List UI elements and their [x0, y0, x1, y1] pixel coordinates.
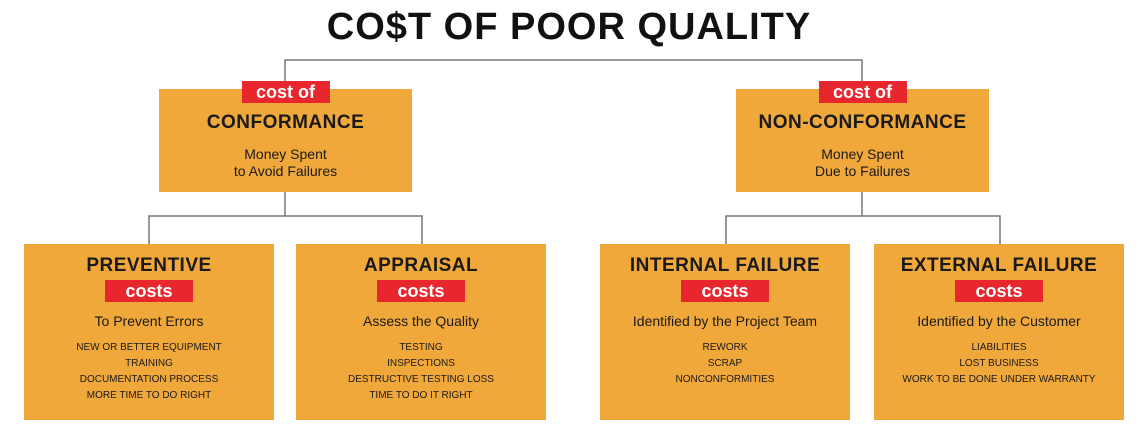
preventive-costs-box: PREVENTIVE costs To Prevent Errors NEW O…: [24, 244, 274, 420]
internal-failure-heading: INTERNAL FAILURE: [629, 255, 821, 276]
connector-nonconformance-branch: [725, 215, 1001, 244]
internal-failure-items: REWORK SCRAP NONCONFORMITIES: [600, 340, 850, 388]
conformance-desc-line2: to Avoid Failures: [233, 163, 338, 179]
preventive-item: DOCUMENTATION PROCESS: [79, 374, 219, 385]
internal-failure-item: REWORK: [702, 342, 748, 353]
appraisal-items: TESTING INSPECTIONS DESTRUCTIVE TESTING …: [296, 340, 546, 404]
external-failure-item: LOST BUSINESS: [959, 358, 1039, 369]
preventive-item: MORE TIME TO DO RIGHT: [86, 390, 212, 401]
diagram-title: CO$T OF POOR QUALITY: [326, 6, 812, 48]
internal-failure-item: NONCONFORMITIES: [675, 374, 775, 385]
appraisal-item: TIME TO DO IT RIGHT: [369, 390, 473, 401]
conformance-heading: CONFORMANCE: [206, 112, 365, 133]
nonconformance-tag: cost of: [818, 81, 907, 103]
internal-failure-tag: costs: [681, 280, 769, 302]
conformance-box: cost of CONFORMANCE Money Spent to Avoid…: [159, 81, 412, 192]
external-failure-heading: EXTERNAL FAILURE: [900, 255, 1098, 276]
conformance-description: Money Spent to Avoid Failures: [159, 146, 412, 180]
appraisal-item: INSPECTIONS: [387, 358, 455, 369]
external-failure-costs-box: EXTERNAL FAILURE costs Identified by the…: [874, 244, 1124, 420]
internal-failure-item: SCRAP: [707, 358, 743, 369]
nonconformance-description: Money Spent Due to Failures: [736, 146, 989, 180]
external-failure-items: LIABILITIES LOST BUSINESS WORK TO BE DON…: [874, 340, 1124, 388]
external-failure-item: LIABILITIES: [971, 342, 1027, 353]
preventive-tag: costs: [105, 280, 193, 302]
preventive-description: To Prevent Errors: [94, 313, 204, 329]
preventive-heading: PREVENTIVE: [86, 255, 212, 276]
appraisal-item: DESTRUCTIVE TESTING LOSS: [348, 374, 494, 385]
appraisal-tag: costs: [377, 280, 465, 302]
internal-failure-costs-box: INTERNAL FAILURE costs Identified by the…: [600, 244, 850, 420]
nonconformance-desc-line2: Due to Failures: [815, 163, 910, 179]
appraisal-item: TESTING: [399, 342, 443, 353]
external-failure-description: Identified by the Customer: [917, 313, 1081, 329]
connector-title-branch: [284, 59, 863, 89]
appraisal-costs-box: APPRAISAL costs Assess the Quality TESTI…: [296, 244, 546, 420]
internal-failure-description: Identified by the Project Team: [632, 313, 818, 329]
external-failure-tag: costs: [955, 280, 1043, 302]
preventive-items: NEW OR BETTER EQUIPMENT TRAINING DOCUMEN…: [24, 340, 274, 404]
appraisal-heading: APPRAISAL: [363, 255, 479, 276]
connector-conformance-branch: [148, 215, 423, 244]
nonconformance-heading: NON-CONFORMANCE: [758, 112, 967, 133]
preventive-item: TRAINING: [125, 358, 173, 369]
conformance-desc-line1: Money Spent: [244, 146, 327, 162]
nonconformance-box: cost of NON-CONFORMANCE Money Spent Due …: [736, 81, 989, 192]
conformance-tag: cost of: [241, 81, 330, 103]
external-failure-item: WORK TO BE DONE UNDER WARRANTY: [902, 374, 1096, 385]
appraisal-description: Assess the Quality: [363, 313, 479, 329]
preventive-item: NEW OR BETTER EQUIPMENT: [76, 342, 222, 353]
nonconformance-desc-line1: Money Spent: [821, 146, 904, 162]
